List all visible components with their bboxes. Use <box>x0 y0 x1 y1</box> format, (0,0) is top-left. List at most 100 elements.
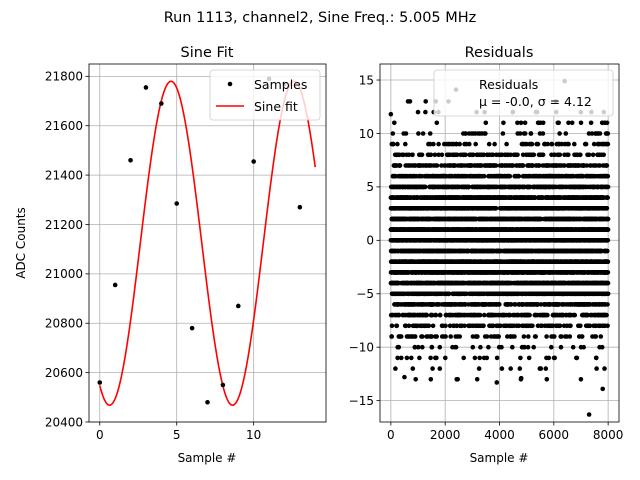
sine-fit-ytick-label: 21600 <box>45 119 83 133</box>
sample-point <box>220 382 226 388</box>
sine-fit-xtick-label: 10 <box>246 428 261 442</box>
residual-point <box>392 120 397 126</box>
residual-point <box>403 141 408 147</box>
residual-point <box>461 355 467 361</box>
sample-point <box>251 159 256 164</box>
legend-samples-label: Samples <box>254 77 307 92</box>
residual-point <box>507 173 513 179</box>
residual-point <box>395 141 400 147</box>
residual-point <box>436 141 441 147</box>
residual-point <box>389 334 395 339</box>
residuals-grid <box>380 64 619 422</box>
sample-point <box>143 85 149 90</box>
residual-point <box>433 312 439 318</box>
residual-point <box>409 355 414 361</box>
sine-fit-ytick-label: 21200 <box>45 218 83 232</box>
sine-fit-title: Sine Fit <box>181 45 234 61</box>
residual-point <box>499 366 505 371</box>
sine-fit-ytick-label: 20800 <box>45 317 83 331</box>
residual-point <box>463 152 468 158</box>
residual-point <box>457 141 463 147</box>
sine-fit-line <box>98 80 317 407</box>
residual-point <box>518 120 524 126</box>
residual-point <box>437 366 443 371</box>
sine-fit-xtick-label: 5 <box>173 428 181 442</box>
residual-point <box>443 323 448 329</box>
residuals-axes: Residuals 0 2000 4000 6000 8000−15−10−505101… <box>349 45 624 465</box>
residual-point <box>482 312 487 318</box>
residual-point <box>494 355 500 361</box>
residual-point <box>428 355 433 361</box>
residual-point <box>501 120 506 126</box>
residual-point <box>427 131 433 136</box>
residual-point <box>410 366 416 371</box>
residual-point <box>470 344 476 350</box>
residual-point <box>497 302 502 307</box>
residual-point <box>412 334 418 339</box>
residual-point <box>486 141 492 147</box>
residual-point <box>512 334 517 339</box>
sine-fit-plot-area <box>97 76 317 407</box>
residual-point <box>430 366 435 371</box>
residual-point <box>415 109 421 115</box>
residual-point <box>475 334 480 339</box>
residual-point <box>396 344 402 350</box>
residual-point <box>504 141 509 147</box>
sine-fit-frame <box>88 63 327 423</box>
residual-point <box>407 99 413 104</box>
residual-point <box>400 152 406 158</box>
residual-point <box>483 120 489 126</box>
residual-point <box>496 334 502 339</box>
residual-point <box>516 173 522 179</box>
residual-point <box>422 184 428 190</box>
sample-point <box>297 204 303 210</box>
residual-point <box>396 312 402 318</box>
residual-point <box>481 323 486 329</box>
residual-point <box>416 344 421 350</box>
residual-point <box>472 355 478 361</box>
residual-point <box>412 344 418 350</box>
residual-point <box>413 377 419 382</box>
residuals-title: Residuals <box>465 45 534 61</box>
sine-fit-grid <box>89 64 326 423</box>
residual-point <box>477 355 483 361</box>
sample-point <box>189 325 195 331</box>
residual-point <box>443 355 448 361</box>
sample-point <box>159 101 164 106</box>
residual-point <box>389 323 395 329</box>
residual-point <box>416 131 421 136</box>
residual-point <box>510 344 515 350</box>
residual-point <box>486 344 491 350</box>
residual-point <box>517 366 523 371</box>
residual-point <box>499 344 504 350</box>
residual-point <box>423 109 428 115</box>
residual-point <box>419 152 425 158</box>
residual-point <box>476 366 482 371</box>
sine-fit-ytick-label: 20600 <box>45 366 83 380</box>
residual-point <box>417 355 422 361</box>
sine-fit-ytick-label: 21000 <box>45 267 83 281</box>
residual-point <box>493 163 499 168</box>
residual-point <box>520 163 526 168</box>
residual-point <box>462 323 467 329</box>
sine-fit-xlabel: Sample # <box>178 451 237 465</box>
residual-point <box>403 131 409 136</box>
residual-point <box>420 131 426 136</box>
sample-point <box>97 380 103 385</box>
residual-point <box>404 355 410 361</box>
legend-samples-marker <box>227 81 233 87</box>
residual-point <box>428 377 434 382</box>
residual-point <box>492 141 497 147</box>
sample-point <box>235 303 241 309</box>
residual-point <box>420 334 425 339</box>
residual-point <box>467 141 472 147</box>
residual-point <box>439 152 445 158</box>
residual-point <box>481 173 487 179</box>
residual-point <box>424 312 430 318</box>
residual-point <box>434 163 440 168</box>
residual-point <box>399 355 404 361</box>
residual-point <box>431 141 436 147</box>
sample-point <box>128 157 133 163</box>
sine-fit-legend-box <box>209 69 321 121</box>
sine-fit-ytick-label: 21800 <box>45 70 83 84</box>
